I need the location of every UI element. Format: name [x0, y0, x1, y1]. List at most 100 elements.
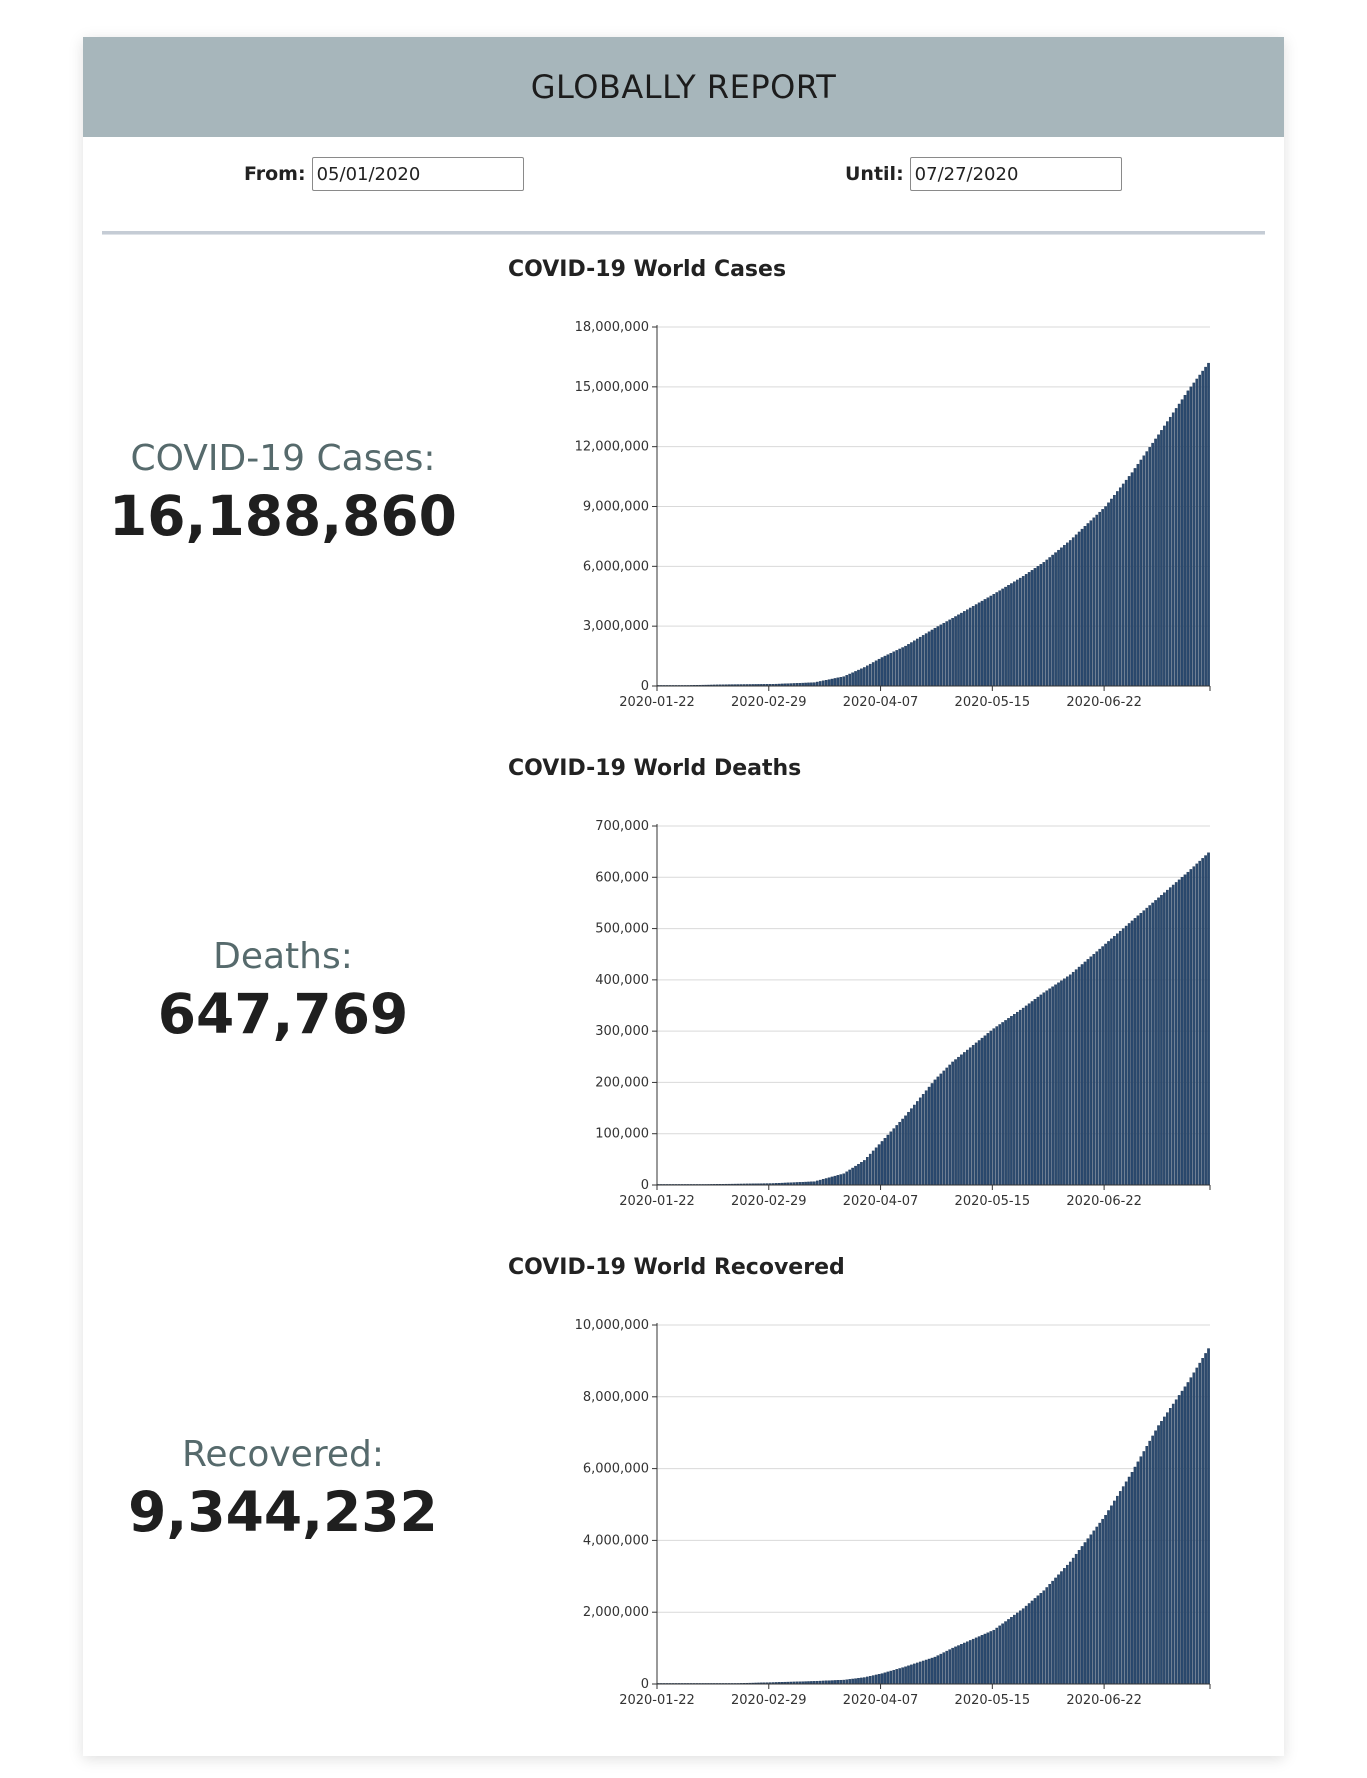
bar — [1160, 895, 1163, 1186]
bar — [933, 627, 937, 687]
bar — [992, 594, 996, 687]
bar — [933, 1656, 937, 1685]
y-tick-label: 700,000 — [595, 819, 649, 834]
bar — [995, 1627, 999, 1685]
bar — [960, 1054, 963, 1186]
bar — [1007, 1619, 1010, 1685]
bar — [1004, 1621, 1007, 1685]
bar — [907, 1111, 910, 1186]
bar — [1124, 479, 1128, 687]
bar — [1048, 557, 1052, 687]
y-tick-label: 0 — [641, 1178, 649, 1193]
bar — [936, 1655, 940, 1685]
y-tick-label: 6,000,000 — [583, 1462, 649, 1477]
cases-stat: COVID-19 Cases: 16,188,860 — [83, 437, 483, 551]
bar — [901, 1667, 904, 1685]
bar — [971, 606, 975, 687]
bar — [1107, 502, 1110, 687]
bar — [863, 667, 866, 687]
bar — [1195, 863, 1199, 1186]
bar — [1030, 1001, 1034, 1186]
bar — [1077, 966, 1081, 1186]
bar — [1201, 370, 1204, 687]
bar — [874, 1147, 878, 1186]
bar — [1071, 1557, 1075, 1685]
bar — [877, 1674, 881, 1685]
bar — [1039, 564, 1043, 687]
bar — [1151, 902, 1154, 1186]
bar — [1186, 1382, 1190, 1685]
y-tick-label: 4,000,000 — [583, 1533, 649, 1548]
y-tick-label: 0 — [641, 679, 649, 694]
bar — [1154, 1430, 1157, 1685]
bar — [1060, 980, 1063, 1186]
bar — [1098, 511, 1102, 687]
bar — [1166, 889, 1169, 1186]
bar — [1101, 509, 1104, 687]
bar — [818, 1179, 822, 1186]
bar — [818, 681, 822, 687]
bar — [998, 1625, 1002, 1685]
bar — [1118, 487, 1122, 687]
bar — [942, 1652, 946, 1685]
bar — [1121, 483, 1125, 687]
bar — [1180, 877, 1184, 1186]
bar — [1154, 900, 1157, 1186]
until-date-input[interactable] — [909, 157, 1122, 191]
bar — [1113, 936, 1116, 1186]
bar — [966, 1049, 969, 1186]
bar — [883, 655, 887, 687]
bar — [1168, 1408, 1172, 1685]
bar — [1198, 1362, 1202, 1685]
bar — [1077, 531, 1081, 687]
y-tick-label: 8,000,000 — [583, 1390, 649, 1405]
bar — [921, 1660, 925, 1685]
bar — [954, 1059, 957, 1186]
y-tick-label: 300,000 — [595, 1024, 649, 1039]
bar — [1086, 1538, 1090, 1685]
bar — [936, 1076, 940, 1186]
bar — [886, 1134, 890, 1186]
bar — [1110, 498, 1113, 687]
bar — [1157, 434, 1160, 687]
bar — [1007, 1018, 1010, 1186]
bar — [1139, 1456, 1143, 1685]
bar — [1204, 1353, 1207, 1685]
bar — [1018, 577, 1022, 687]
bar — [948, 1649, 951, 1685]
bar — [1004, 586, 1007, 687]
bar — [1083, 961, 1087, 1186]
bar — [1198, 860, 1202, 1186]
bar — [1060, 1571, 1063, 1685]
bar — [1054, 984, 1057, 1186]
bar — [933, 1079, 937, 1186]
bar — [1036, 1595, 1040, 1685]
report-header: GLOBALLY REPORT — [83, 37, 1284, 137]
bar — [945, 1650, 949, 1685]
bar — [1036, 996, 1040, 1186]
cases-chart: 0 3,000,000 6,000,000 9,000,000 12,000,000 15… — [575, 320, 1211, 710]
bar — [1016, 1612, 1019, 1685]
bar — [1118, 930, 1122, 1186]
bar — [1086, 523, 1090, 687]
bar — [1074, 1553, 1078, 1685]
bar — [1027, 572, 1031, 687]
bar — [1124, 925, 1128, 1186]
bar — [1039, 1593, 1043, 1685]
bar — [1080, 1546, 1084, 1685]
y-tick-label: 600,000 — [595, 870, 649, 885]
x-tick-label: 2020-05-15 — [955, 1194, 1031, 1209]
bar — [889, 1670, 893, 1685]
bar — [1051, 1580, 1054, 1685]
until-filter: Until: — [845, 157, 1122, 191]
from-date-input[interactable] — [311, 157, 524, 191]
bar — [854, 1678, 857, 1685]
bar — [868, 1676, 872, 1685]
divider — [102, 231, 1265, 235]
bar — [930, 1083, 934, 1186]
y-tick-label: 0 — [641, 1677, 649, 1692]
bar — [1133, 1466, 1137, 1685]
bar — [983, 1633, 987, 1685]
bar — [1133, 918, 1137, 1186]
bar — [954, 1646, 957, 1685]
